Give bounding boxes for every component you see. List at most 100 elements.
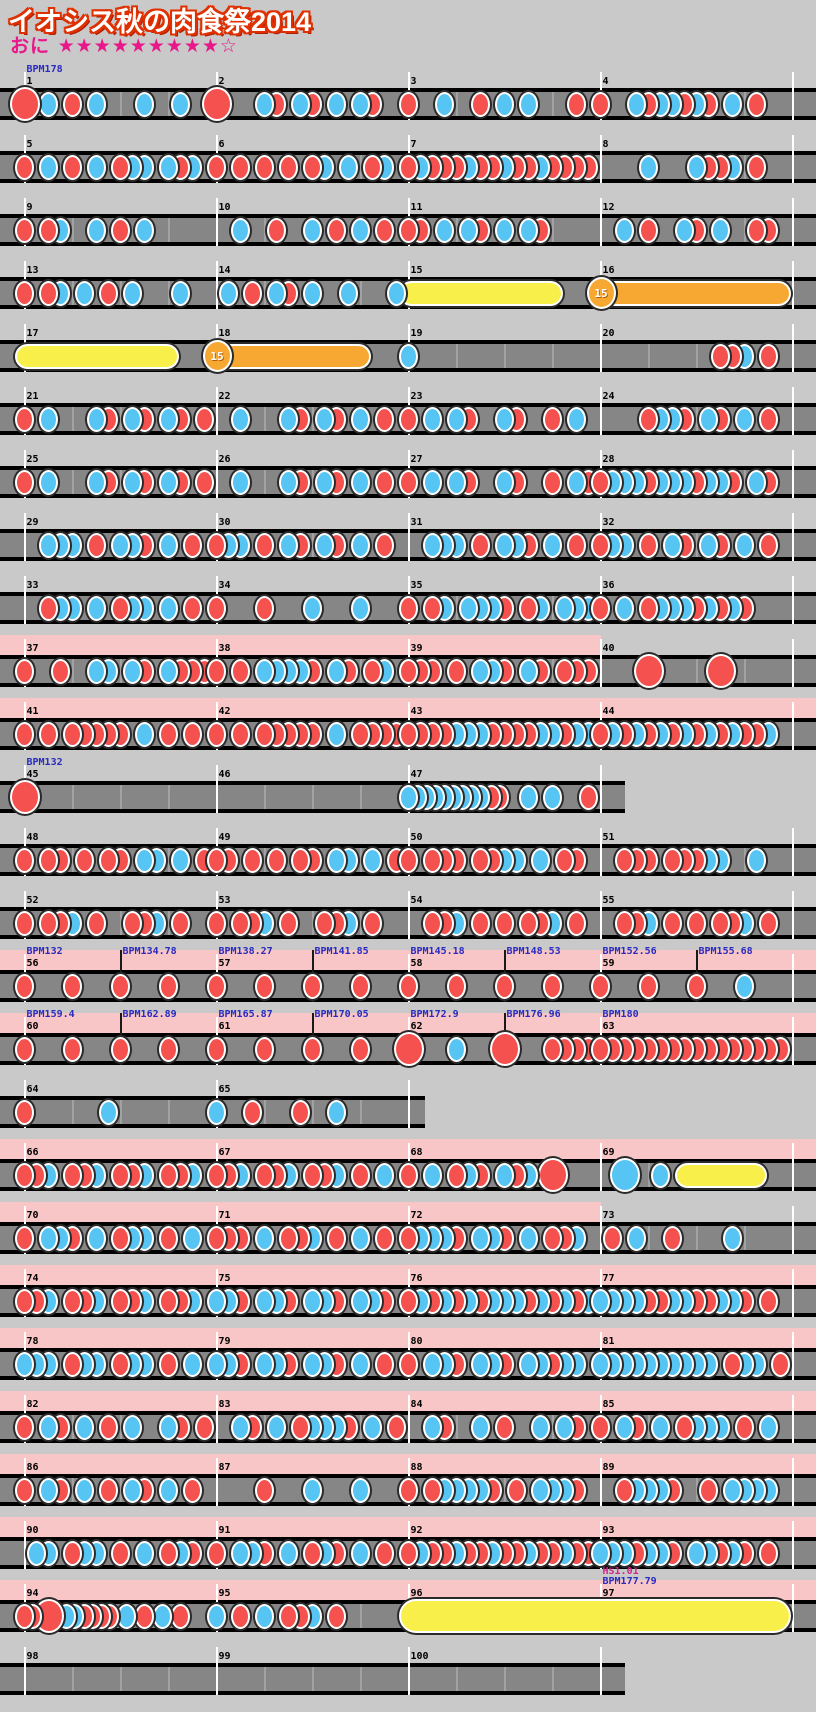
ka-note — [447, 1036, 466, 1062]
ka-note — [723, 1477, 742, 1503]
bpm-label: BPM132 — [26, 946, 63, 957]
don-note — [15, 973, 34, 999]
ka-note — [207, 1099, 226, 1125]
beat-line — [359, 281, 362, 305]
bpm-label: BPM177.79 — [602, 1576, 657, 1587]
measure-number: 4 — [602, 76, 609, 87]
ka-note — [447, 469, 466, 495]
measure-number: 20 — [602, 328, 615, 339]
don-note — [471, 532, 490, 558]
ka-note — [75, 1414, 94, 1440]
don-note — [543, 406, 562, 432]
measure-number: 68 — [410, 1147, 423, 1158]
ka-note — [135, 721, 154, 747]
don-note — [267, 847, 286, 873]
measure-number: 34 — [218, 580, 231, 591]
don-note — [63, 1351, 82, 1377]
don-note — [51, 658, 70, 684]
don-note — [15, 406, 34, 432]
measure-number: 83 — [218, 1399, 231, 1410]
measure-number: 24 — [602, 391, 615, 402]
ka-note — [351, 1288, 370, 1314]
don-note — [63, 91, 82, 117]
don-note — [243, 847, 262, 873]
beat-line — [695, 407, 698, 431]
don-note — [327, 1603, 346, 1629]
beat-line — [551, 218, 554, 242]
ka-note — [375, 1162, 394, 1188]
don-note — [615, 1477, 634, 1503]
don-note — [279, 1225, 298, 1251]
don-note — [207, 1225, 226, 1251]
measure-number: 71 — [218, 1210, 231, 1221]
measure-number: 32 — [602, 517, 615, 528]
ka-note — [351, 91, 370, 117]
ka-note — [255, 1351, 274, 1377]
beat-line — [263, 470, 266, 494]
measure-line — [215, 1395, 218, 1443]
beat-line — [71, 281, 74, 305]
beat-line — [167, 1667, 170, 1691]
ka-note — [87, 91, 106, 117]
don-note — [63, 1288, 82, 1314]
beat-line — [71, 659, 74, 683]
measure-number: 73 — [602, 1210, 615, 1221]
beat-line — [455, 596, 458, 620]
don-note — [591, 469, 610, 495]
don-note — [543, 1225, 562, 1251]
don-note — [591, 91, 610, 117]
don-note — [63, 1036, 82, 1062]
measure-line — [215, 261, 218, 309]
ka-note — [123, 469, 142, 495]
measure-line — [23, 1521, 26, 1569]
don-note — [387, 1414, 406, 1440]
measure-number: 5 — [26, 139, 33, 150]
don-note — [399, 1162, 418, 1188]
bpm-label: BPM134.78 — [122, 946, 177, 957]
don-note — [579, 784, 598, 810]
beat-line — [263, 848, 266, 872]
ka-note — [255, 1288, 274, 1314]
don-note — [519, 910, 538, 936]
ka-note — [303, 280, 322, 306]
big-don-note — [201, 87, 232, 121]
ka-note — [171, 91, 190, 117]
measure-line — [215, 765, 218, 813]
ka-note — [171, 280, 190, 306]
ka-note — [219, 280, 238, 306]
ka-note — [399, 343, 418, 369]
measure-number: 90 — [26, 1525, 39, 1536]
measure-line — [791, 450, 794, 498]
don-note — [255, 595, 274, 621]
ka-note — [423, 1351, 442, 1377]
measure-number: 38 — [218, 643, 231, 654]
measure-number: 42 — [218, 706, 231, 717]
ka-note — [519, 1351, 538, 1377]
don-note — [303, 1036, 322, 1062]
don-note — [39, 217, 58, 243]
beat-line — [503, 1478, 506, 1502]
measure-number: 57 — [218, 958, 231, 969]
don-note — [207, 721, 226, 747]
measure-line — [599, 324, 602, 372]
measure-number: 45 — [26, 769, 39, 780]
don-note — [255, 1036, 274, 1062]
ka-note — [423, 469, 442, 495]
ka-note — [231, 406, 250, 432]
don-note — [99, 1414, 118, 1440]
don-note — [15, 217, 34, 243]
song-title: イオシス秋の肉食祭2014 — [8, 7, 312, 37]
ka-note — [627, 91, 646, 117]
don-note — [747, 217, 766, 243]
don-note — [423, 910, 442, 936]
ka-note — [627, 1225, 646, 1251]
measure-number: 52 — [26, 895, 39, 906]
ka-note — [231, 217, 250, 243]
measure-number: 25 — [26, 454, 39, 465]
measure-number: 61 — [218, 1021, 231, 1032]
big-don-note — [9, 87, 40, 121]
ka-note — [675, 217, 694, 243]
ka-note — [327, 1099, 346, 1125]
don-note — [591, 721, 610, 747]
ka-note — [27, 1540, 46, 1566]
